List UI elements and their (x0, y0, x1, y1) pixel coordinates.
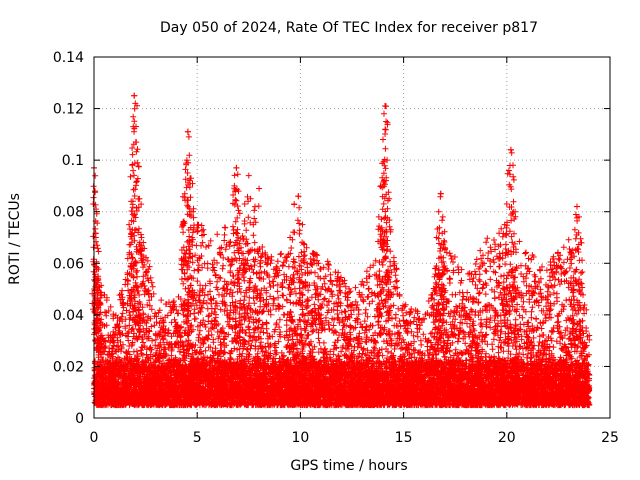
y-tick-label: 0.02 (53, 359, 84, 375)
burst-peak-point (131, 92, 138, 99)
chart-title: Day 050 of 2024, Rate Of TEC Index for r… (160, 20, 538, 36)
burst-peak-point (507, 146, 514, 153)
burst-peak-point (233, 164, 240, 171)
ticks-layer: 0 0.02 0.04 0.06 0.08 0.1 0.12 0.14 0 5 10 15 20 25 (53, 50, 619, 446)
y-tick-label: 0.1 (62, 153, 84, 169)
x-tick-label: 0 (90, 430, 99, 446)
y-tick-label: 0.06 (53, 256, 84, 272)
x-tick-label: 20 (498, 430, 516, 446)
burst-peak-point (184, 128, 191, 135)
y-tick-label: 0 (75, 411, 84, 427)
x-tick-label: 10 (291, 430, 309, 446)
burst-peak-point (573, 203, 580, 210)
x-tick-label: 15 (395, 430, 413, 446)
burst-peak-point (382, 102, 389, 109)
y-tick-label: 0.04 (53, 308, 84, 324)
y-tick-label: 0.12 (53, 102, 84, 118)
burst-peak-point (295, 193, 302, 200)
y-tick-label: 0.14 (53, 50, 84, 66)
x-tick-label: 5 (193, 430, 202, 446)
x-axis-label: GPS time / hours (290, 458, 407, 474)
plot-frame (93, 56, 611, 419)
y-axis-label: ROTI / TECUs (7, 193, 23, 285)
x-tick-label: 25 (601, 430, 619, 446)
y-tick-label: 0.08 (53, 205, 84, 221)
burst-peak-point (437, 190, 444, 197)
